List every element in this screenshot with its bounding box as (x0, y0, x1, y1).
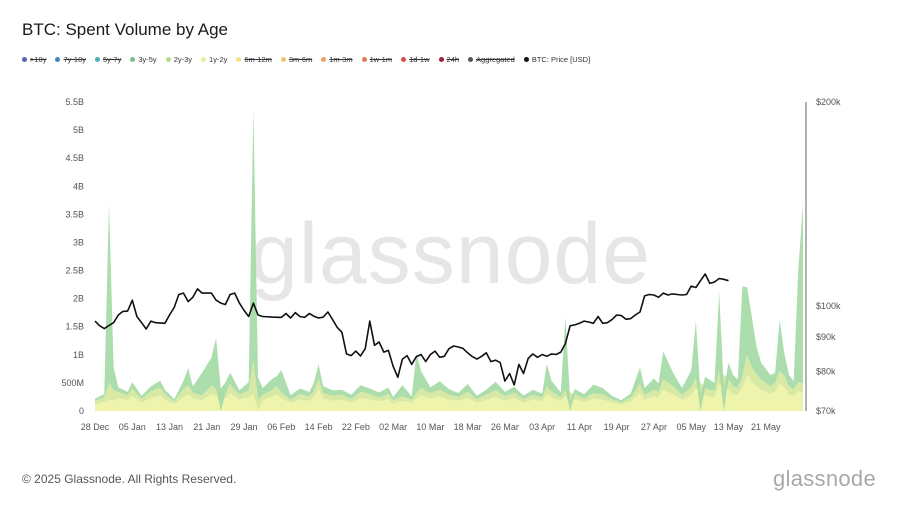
legend-dot-icon (95, 57, 100, 62)
x-tick-label: 05 Jan (119, 422, 146, 432)
legend-item[interactable]: 6m-12m (236, 55, 272, 64)
y-left-tick-label: 500M (61, 378, 84, 388)
legend-label: 1w-1m (369, 55, 393, 64)
legend-label: >10y (30, 55, 47, 64)
x-tick-label: 21 Jan (193, 422, 220, 432)
legend-item[interactable]: 3m-6m (280, 55, 313, 64)
y-left-tick-label: 3B (73, 237, 84, 247)
y-left-tick-label: 1.5B (65, 322, 84, 332)
y-left-tick-label: 5B (73, 125, 84, 135)
y-right-tick-label: $70k (816, 406, 836, 416)
brand-logo: glassnode (773, 466, 876, 491)
legend-item[interactable]: 1y-2y (201, 55, 227, 64)
area-series-2y-3y (95, 354, 803, 411)
legend-item[interactable]: 5y-7y (95, 55, 121, 64)
x-tick-label: 11 Apr (567, 422, 592, 432)
y-right-tick-label: $90k (816, 332, 836, 342)
legend-dot-icon (280, 57, 286, 62)
legend-label: BTC: Price [USD] (531, 55, 591, 64)
legend-dot-icon (468, 57, 474, 62)
chart-title: BTC: Spent Volume by Age (22, 20, 229, 39)
legend-label: 3y-5y (138, 55, 157, 64)
legend-item[interactable]: 7y-10y (55, 55, 86, 64)
x-tick-label: 03 Apr (529, 422, 555, 432)
legend-dot-icon (401, 57, 407, 62)
x-tick-label: 19 Apr (604, 422, 630, 432)
legend-label: 3m-6m (288, 55, 313, 64)
y-left-tick-label: 4.5B (65, 153, 84, 163)
legend-dot-icon (55, 57, 61, 62)
area-series-3y-5y (95, 107, 803, 411)
x-tick-label: 29 Jan (231, 422, 258, 432)
legend-dot-icon (236, 57, 242, 62)
legend-dot-icon (321, 57, 327, 62)
y-right-tick-label: $100k (816, 301, 841, 311)
y-right-tick-label: $200k (816, 97, 841, 107)
y-right-tick-label: $80k (816, 367, 836, 377)
legend-label: 2y-3y (173, 55, 193, 64)
legend-dot-icon (165, 57, 171, 62)
legend-item[interactable]: 1w-1m (361, 55, 393, 64)
copyright-footer: © 2025 Glassnode. All Rights Reserved. (22, 472, 237, 486)
legend-item[interactable]: >10y (22, 55, 46, 64)
legend-item[interactable]: 2y-3y (165, 55, 193, 64)
x-tick-label: 02 Mar (379, 422, 407, 432)
legend-label: 6m-12m (244, 55, 272, 64)
chart-legend: >10y 7y-10y 5y-7y 3y-5y 2y-3y 1y-2y 6m-12m 3m-6… (22, 55, 590, 64)
x-tick-label: 21 May (751, 422, 781, 432)
x-tick-label: 13 May (714, 422, 744, 432)
legend-dot-icon (438, 57, 444, 62)
legend-item[interactable]: BTC: Price [USD] (523, 55, 591, 64)
legend-dot-icon (523, 57, 529, 62)
legend-item[interactable]: 1m-3m (321, 55, 353, 64)
legend-label: 1y-2y (209, 55, 228, 64)
x-tick-label: 10 Mar (416, 422, 444, 432)
x-tick-label: 13 Jan (156, 422, 183, 432)
y-left-tick-label: 4B (73, 181, 84, 191)
legend-dot-icon (361, 57, 367, 62)
legend-dot-icon (201, 57, 207, 62)
legend-label: Aggregated (476, 55, 515, 64)
x-tick-label: 28 Dec (81, 422, 110, 432)
y-left-tick-label: 2.5B (65, 266, 84, 276)
legend-item[interactable]: Aggregated (468, 55, 515, 64)
legend-item[interactable]: 3y-5y (130, 55, 157, 64)
area-series-1y-2y (95, 374, 803, 411)
y-left-tick-label: 5.5B (65, 97, 84, 107)
legend-label: 1d-1w (409, 55, 430, 64)
watermark: glassnode (250, 206, 652, 302)
price-line (94, 273, 729, 386)
legend-item[interactable]: 24h (438, 55, 460, 64)
legend-dot-icon (130, 57, 136, 62)
legend-label: 5y-7y (103, 55, 122, 64)
y-left-tick-label: 0 (79, 406, 84, 416)
y-left-tick-label: 3.5B (65, 209, 84, 219)
x-tick-label: 05 May (676, 422, 706, 432)
x-tick-label: 22 Feb (342, 422, 370, 432)
x-tick-label: 06 Feb (267, 422, 295, 432)
x-tick-label: 18 Mar (454, 422, 482, 432)
y-left-tick-label: 2B (73, 294, 84, 304)
y-left-tick-label: 1B (73, 350, 84, 360)
x-tick-label: 14 Feb (305, 422, 333, 432)
legend-label: 7y-10y (63, 55, 86, 64)
legend-dot-icon (22, 57, 27, 62)
legend-label: 24h (446, 55, 460, 64)
legend-label: 1m-3m (329, 55, 353, 64)
legend-item[interactable]: 1d-1w (401, 55, 430, 64)
x-tick-label: 26 Mar (491, 422, 519, 432)
x-tick-label: 27 Apr (641, 422, 667, 432)
